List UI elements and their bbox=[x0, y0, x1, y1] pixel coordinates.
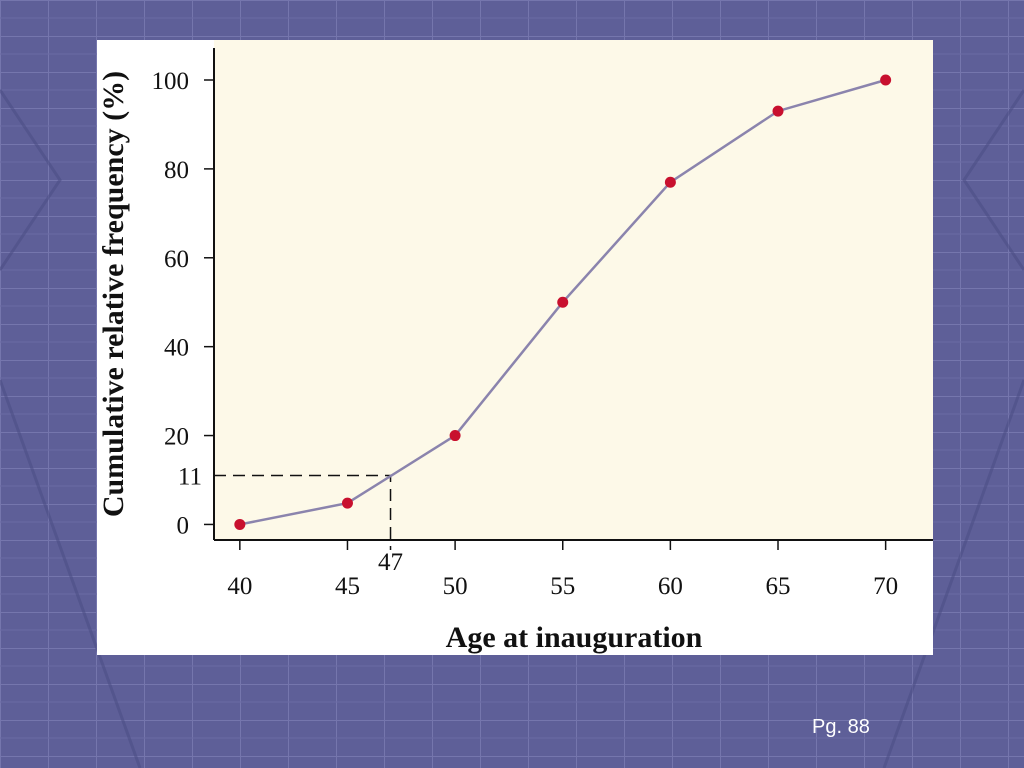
data-point bbox=[880, 74, 892, 86]
reference-y-label: 11 bbox=[178, 464, 202, 491]
x-tick-label: 65 bbox=[766, 573, 791, 600]
y-tick-label: 100 bbox=[152, 68, 190, 95]
chart: 0 20 40 60 80 100 40 45 50 55 60 65 70 11 47 Age at … bbox=[97, 40, 933, 654]
data-point bbox=[772, 105, 784, 117]
x-axis: 40 45 50 55 60 65 70 bbox=[214, 539, 933, 600]
x-tick-label: 70 bbox=[873, 573, 898, 600]
x-tick-label: 60 bbox=[658, 573, 683, 600]
data-point bbox=[341, 497, 353, 509]
x-tick-label: 45 bbox=[335, 573, 360, 600]
series-layer bbox=[234, 74, 892, 530]
y-tick-label: 80 bbox=[164, 157, 189, 184]
y-tick-label: 0 bbox=[177, 512, 190, 539]
y-tick-label: 20 bbox=[164, 424, 189, 451]
data-point bbox=[449, 430, 461, 442]
y-axis-title: Cumulative relative frequency (%) bbox=[97, 71, 130, 517]
x-tick-label: 55 bbox=[550, 573, 575, 600]
y-tick-label: 60 bbox=[164, 246, 189, 273]
y-tick-label: 40 bbox=[164, 335, 189, 362]
data-point bbox=[664, 176, 676, 188]
page-number: Pg. 88 bbox=[812, 716, 870, 738]
x-axis-title: Age at inauguration bbox=[446, 621, 703, 654]
x-tick-label: 50 bbox=[443, 573, 468, 600]
reference-x-label: 47 bbox=[378, 549, 403, 576]
x-tick-label: 40 bbox=[227, 573, 252, 600]
y-axis: 0 20 40 60 80 100 bbox=[152, 48, 215, 540]
data-point bbox=[557, 296, 569, 308]
chart-panel: 0 20 40 60 80 100 40 45 50 55 60 65 70 11 47 Age at … bbox=[97, 40, 933, 655]
data-point bbox=[234, 518, 246, 530]
